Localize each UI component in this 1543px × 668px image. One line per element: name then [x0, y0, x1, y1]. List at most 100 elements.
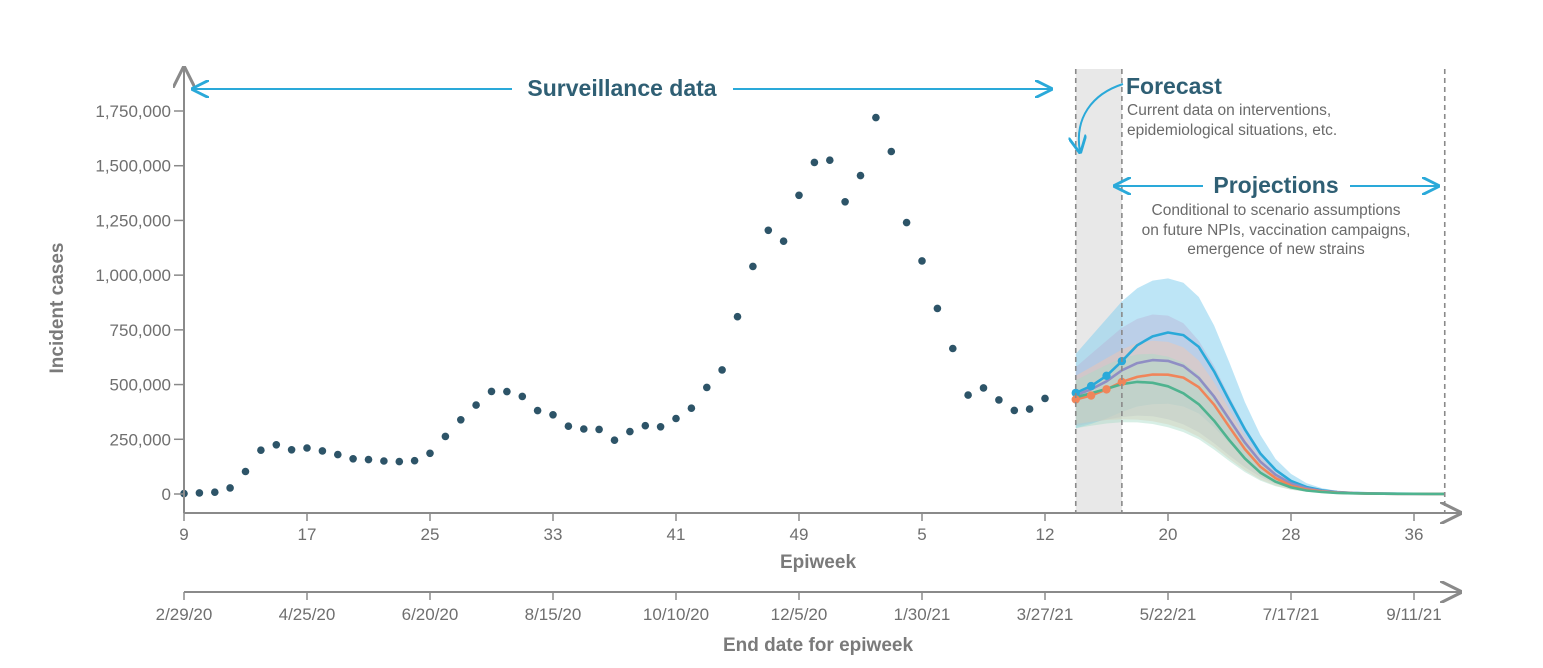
- surveillance-point: [241, 467, 250, 476]
- scenario-forecast-points: [1071, 356, 1127, 404]
- y-axis-title: Incident cases: [47, 243, 68, 374]
- surveillance-point: [211, 488, 219, 497]
- surveillance-point: [687, 404, 696, 413]
- surveillance-point: [395, 457, 404, 466]
- surveillance-point: [795, 191, 803, 200]
- x-tick-label: 33: [544, 525, 563, 544]
- x-ticks: 9 17 25 33 41 49 5 12 20 28 36: [179, 513, 1423, 544]
- surveillance-point: [226, 484, 234, 492]
- x-tick-label: 28: [1282, 525, 1301, 544]
- date-tick-label: 2/29/20: [156, 605, 213, 624]
- surveillance-point: [518, 392, 527, 401]
- surveillance-point: [841, 198, 849, 206]
- forecast-description-line-2: epidemiological situations, etc.: [1127, 122, 1337, 139]
- line-scenario-d: [1075, 380, 1445, 496]
- surveillance-point: [703, 383, 711, 392]
- surveillance-point: [580, 425, 588, 433]
- x-tick-label: 17: [298, 525, 317, 544]
- surveillance-point: [826, 156, 834, 164]
- surveillance-point: [733, 312, 742, 321]
- projections-description-line-3: emergence of new strains: [1187, 241, 1365, 258]
- forecast-point: [1071, 395, 1080, 404]
- surveillance-label: Surveillance data: [527, 75, 716, 101]
- y-tick-label: 1,750,000: [95, 102, 171, 121]
- date-tick-label: 5/22/21: [1140, 605, 1197, 624]
- surveillance-point: [595, 425, 603, 434]
- surveillance-point: [257, 446, 265, 455]
- forecast-band: [1075, 69, 1122, 513]
- surveillance-point: [949, 344, 957, 353]
- surveillance-point: [887, 147, 896, 156]
- band-scenario-b: [1075, 314, 1445, 494]
- surveillance-point: [779, 237, 788, 245]
- y-tick-label: 750,000: [110, 321, 171, 340]
- surveillance-point: [610, 436, 619, 445]
- surveillance-point: [672, 414, 680, 423]
- surveillance-point: [487, 387, 496, 396]
- date-tick-label: 6/20/20: [402, 605, 459, 624]
- surveillance-point: [964, 391, 972, 399]
- x-axis-title: Epiweek: [780, 552, 856, 573]
- surveillance-point: [933, 304, 942, 313]
- surveillance-point: [810, 158, 819, 167]
- y-tick-label: 0: [162, 485, 171, 504]
- forecast-curved-arrow: [1079, 83, 1124, 152]
- surveillance-point: [364, 455, 373, 464]
- surveillance-point: [1010, 406, 1019, 415]
- surveillance-point: [718, 366, 726, 374]
- surveillance-point: [380, 457, 388, 465]
- date-tick-label: 10/10/20: [643, 605, 709, 624]
- surveillance-point: [918, 257, 926, 265]
- y-tick-label: 1,250,000: [95, 211, 171, 230]
- surveillance-point: [410, 456, 419, 465]
- surveillance-point: [549, 411, 557, 419]
- band-scenario-c: [1075, 340, 1445, 494]
- surveillance-point: [426, 449, 434, 458]
- date-ticks: 2/29/20 4/25/20 6/20/20 8/15/20 10/10/20 12/5…: [156, 592, 1442, 624]
- y-ticks: 0 250,000 500,000 750,000 1,000,000 1,250,000…: [95, 102, 184, 504]
- surveillance-point: [872, 113, 880, 122]
- x-tick-label: 25: [421, 525, 440, 544]
- date-axis-title: End date for epiweek: [723, 635, 913, 656]
- surveillance-point: [287, 446, 296, 454]
- surveillance-point: [472, 401, 480, 409]
- projections-label: Projections: [1213, 172, 1338, 198]
- forecast-point: [1117, 377, 1127, 387]
- surveillance-point: [902, 218, 911, 227]
- y-tick-label: 1,000,000: [95, 266, 171, 285]
- surveillance-point: [564, 422, 573, 431]
- forecast-point: [1102, 371, 1111, 381]
- surveillance-point: [195, 489, 204, 497]
- date-tick-label: 4/25/20: [279, 605, 336, 624]
- x-tick-label: 41: [667, 525, 686, 544]
- date-tick-label: 1/30/21: [894, 605, 951, 624]
- forecast-point: [1102, 385, 1111, 394]
- date-tick-label: 12/5/20: [771, 605, 828, 624]
- surveillance-point: [349, 455, 357, 463]
- surveillance-point: [457, 416, 465, 424]
- surveillance-point: [656, 423, 665, 431]
- forecast-label: Forecast: [1126, 73, 1222, 99]
- forecast-point: [1086, 391, 1096, 400]
- forecast-point: [1071, 388, 1080, 398]
- surveillance-point: [764, 226, 773, 235]
- surveillance-point: [318, 447, 327, 455]
- surveillance-point: [334, 450, 342, 459]
- date-tick-label: 9/11/21: [1386, 605, 1441, 624]
- y-tick-label: 250,000: [110, 430, 171, 449]
- x-tick-label: 12: [1036, 525, 1055, 544]
- surveillance-points: [180, 113, 1049, 498]
- surveillance-point: [272, 441, 281, 449]
- surveillance-point: [1041, 394, 1049, 403]
- x-tick-label: 5: [917, 525, 926, 544]
- surveillance-point: [503, 387, 511, 396]
- scenario-lines: [1075, 331, 1445, 496]
- surveillance-point: [441, 432, 450, 441]
- surveillance-point: [626, 427, 634, 436]
- surveillance-point: [979, 384, 988, 392]
- date-tick-label: 8/15/20: [525, 605, 582, 624]
- x-tick-label: 36: [1405, 525, 1424, 544]
- surveillance-point: [303, 444, 311, 452]
- x-tick-label: 20: [1159, 525, 1178, 544]
